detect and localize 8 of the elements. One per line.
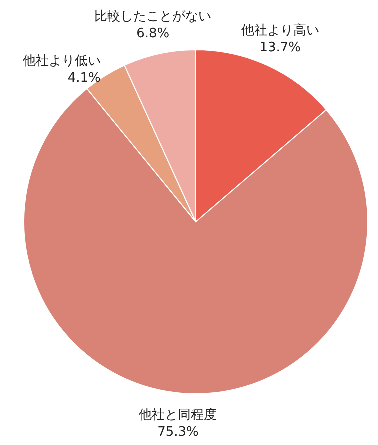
data-label: 6.8% bbox=[136, 26, 170, 42]
data-label: 75.3% bbox=[158, 425, 199, 440]
data-label: 4.1% bbox=[68, 71, 101, 86]
slice-label: 他社と同程度 bbox=[139, 407, 218, 424]
slice-label: 比較したことがない bbox=[94, 10, 212, 25]
slice-label: 他社より高い bbox=[241, 22, 320, 38]
data-label: 13.7% bbox=[260, 40, 302, 56]
slice-label: 他社より低い bbox=[22, 54, 101, 70]
